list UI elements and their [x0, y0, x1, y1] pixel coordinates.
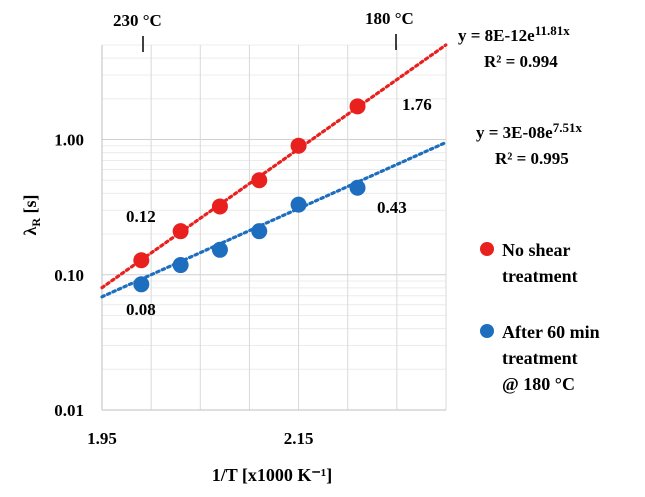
equation-red-base: y = 8E-12e [458, 26, 535, 45]
data-point-0 [251, 172, 268, 189]
equation-blue: y = 3E-08e7.51x [476, 120, 582, 142]
data-point-1 [251, 223, 268, 240]
point-label-blue-first: 0.08 [126, 300, 156, 319]
point-label-red-last: 1.76 [402, 95, 432, 114]
data-point-1 [133, 276, 150, 293]
data-point-1 [290, 196, 307, 213]
legend-marker-blue [480, 324, 494, 338]
data-point-1 [349, 179, 366, 196]
equation-red: y = 8E-12e11.81x [458, 23, 570, 45]
r2-blue: R² = 0.995 [495, 149, 569, 168]
legend-blue-line-1: After 60 min [502, 322, 600, 342]
data-point-0 [290, 137, 307, 154]
data-point-0 [211, 198, 228, 215]
data-points [133, 98, 366, 293]
y-tick-label: 0.01 [54, 401, 84, 420]
data-point-1 [211, 241, 228, 258]
trendline-1 [100, 140, 448, 299]
data-point-0 [172, 223, 189, 240]
major-gridlines [102, 45, 447, 411]
tick-labels: 0.01 0.10 1.00 1.95 2.15 [54, 131, 313, 448]
trendline-0 [100, 43, 448, 290]
data-point-0 [133, 252, 150, 269]
y-tick-label: 0.10 [54, 266, 84, 285]
data-point-0 [349, 98, 366, 115]
legend-blue-line-2: treatment [502, 348, 578, 368]
equation-red-exp: 11.81x [535, 23, 571, 38]
r2-red: R² = 0.994 [484, 52, 558, 71]
point-label-red-first: 0.12 [126, 207, 156, 226]
legend-blue-line-3: @ 180 °C [502, 374, 575, 394]
x-axis-title: 1/T [x1000 K⁻¹] [212, 465, 333, 485]
point-label-blue-last: 0.43 [377, 198, 407, 217]
y-tick-label: 1.00 [54, 131, 84, 150]
equation-blue-base: y = 3E-08e [476, 123, 553, 142]
x-tick-label: 2.15 [284, 429, 314, 448]
legend-red-line-2: treatment [502, 266, 578, 286]
y-axis-title: λR [s] [20, 194, 43, 235]
x-tick-label: 1.95 [87, 429, 117, 448]
legend-red-line-1: No shear [502, 240, 571, 260]
trendlines [100, 43, 448, 299]
top-label-180: 180 °C [365, 9, 414, 28]
equation-blue-exp: 7.51x [553, 120, 583, 135]
legend-marker-red [480, 242, 494, 256]
top-label-230: 230 °C [113, 11, 162, 30]
data-point-1 [172, 257, 189, 274]
